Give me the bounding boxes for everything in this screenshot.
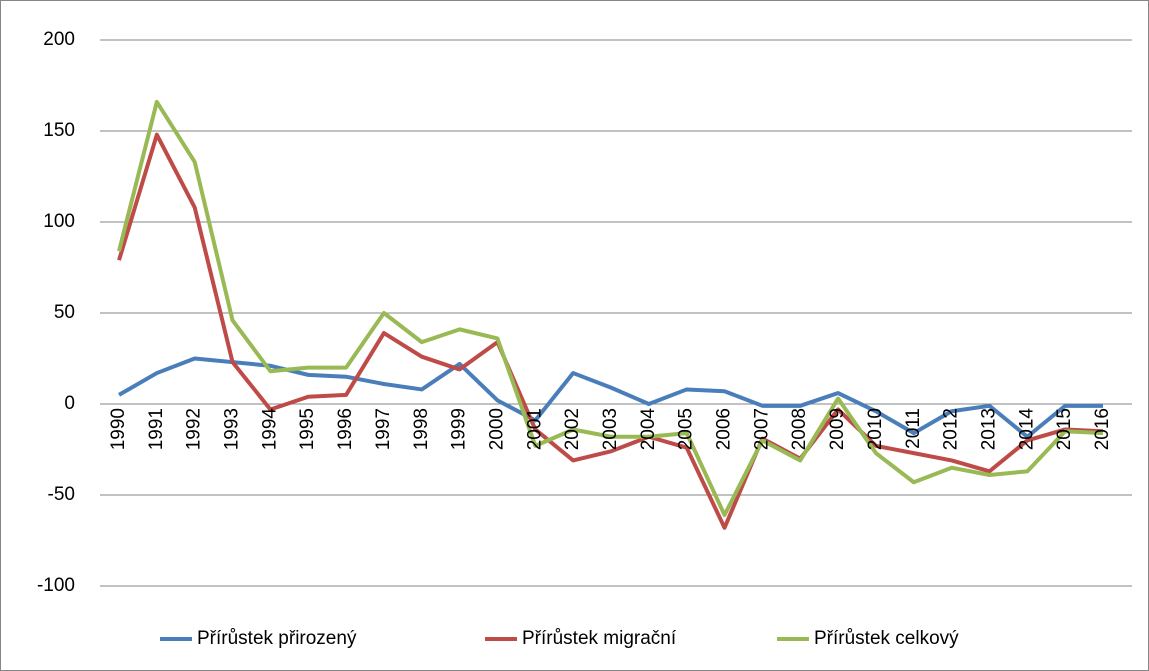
x-tick-label: 2011 — [903, 408, 924, 449]
y-tick-label: 150 — [43, 120, 75, 141]
x-tick-label: 1992 — [184, 408, 205, 450]
x-tick-label: 1990 — [108, 408, 129, 450]
x-tick-label: 2000 — [486, 408, 507, 450]
x-tick-label: 1991 — [146, 408, 167, 450]
legend-label: Přírůstek celkový — [814, 628, 959, 649]
x-tick-label: 2013 — [978, 408, 999, 450]
y-tick-label: -100 — [37, 575, 75, 596]
x-tick-label: 2002 — [562, 408, 583, 450]
x-tick-label: 2007 — [751, 408, 772, 450]
x-tick-label: 2004 — [638, 408, 659, 451]
x-tick-label: 2009 — [827, 408, 848, 450]
x-tick-label: 2016 — [1092, 408, 1113, 450]
x-tick-label: 1998 — [411, 408, 432, 450]
series-line — [117, 99, 1104, 518]
y-tick-label: -50 — [48, 484, 75, 505]
x-tick-label: 1994 — [259, 408, 280, 451]
x-tick-label: 2012 — [941, 408, 962, 450]
x-tick-label: 1997 — [373, 408, 394, 450]
x-tick-label: 1995 — [297, 408, 318, 450]
y-tick-label: 200 — [43, 29, 75, 50]
y-tick-label: 100 — [43, 211, 75, 232]
x-tick-label: 2008 — [789, 408, 810, 450]
legend-label: Přírůstek přirozený — [197, 628, 357, 649]
x-tick-label: 1999 — [449, 408, 470, 450]
x-tick-label: 2001 — [524, 408, 545, 450]
series-line — [117, 132, 1104, 530]
x-tick-label: 1993 — [222, 408, 243, 450]
x-tick-label: 2005 — [676, 408, 697, 450]
y-tick-label: 0 — [64, 393, 75, 414]
x-tick-label: 1996 — [335, 408, 356, 450]
x-tick-label: 2010 — [865, 408, 886, 450]
legend-label: Přírůstek migrační — [522, 628, 677, 649]
x-tick-label: 2015 — [1054, 408, 1075, 450]
x-tick-label: 2014 — [1016, 408, 1037, 451]
x-tick-label: 2003 — [600, 408, 621, 450]
y-tick-label: 50 — [54, 302, 75, 323]
x-tick-label: 2006 — [714, 408, 735, 450]
